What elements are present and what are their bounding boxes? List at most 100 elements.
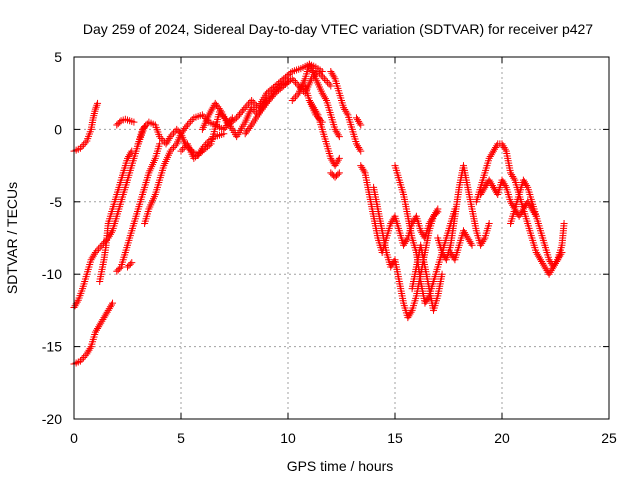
data-point — [335, 133, 343, 141]
data-point — [314, 67, 322, 75]
data-point — [465, 236, 473, 244]
x-tick-label: 20 — [494, 430, 510, 446]
y-tick-label: -20 — [42, 411, 62, 427]
data-point — [485, 176, 493, 184]
y-axis-label: SDTVAR / TECUs — [4, 182, 20, 294]
data-point — [233, 114, 241, 122]
data-point — [334, 156, 342, 164]
data-point — [76, 144, 84, 152]
data-point — [182, 123, 190, 131]
data-point — [319, 91, 327, 99]
data-point — [468, 241, 476, 249]
data-point — [244, 100, 252, 108]
data-point — [332, 127, 340, 135]
data-point — [198, 147, 206, 155]
data-point — [501, 145, 509, 153]
data-point — [264, 98, 272, 106]
data-point — [276, 85, 284, 93]
data-point — [224, 121, 232, 129]
data-point — [534, 252, 542, 260]
data-point — [489, 147, 497, 155]
x-tick-label: 25 — [601, 430, 617, 446]
data-point — [461, 229, 469, 237]
data-point — [92, 103, 100, 111]
data-point — [489, 183, 497, 191]
data-point — [248, 104, 256, 112]
data-point — [73, 298, 81, 306]
data-point — [281, 81, 289, 89]
data-point — [485, 220, 493, 228]
data-point — [173, 125, 181, 133]
data-point — [80, 353, 88, 361]
data-point — [327, 82, 335, 90]
data-point — [76, 357, 84, 365]
data-point — [464, 234, 472, 242]
data-point — [532, 248, 540, 256]
data-point — [81, 139, 89, 147]
data-point — [388, 218, 396, 226]
data-point — [216, 106, 224, 114]
x-tick-label: 15 — [387, 430, 403, 446]
data-point — [549, 263, 557, 271]
data-point — [499, 142, 507, 150]
y-tick-label: 0 — [54, 121, 62, 137]
data-point — [106, 303, 114, 311]
data-point — [263, 89, 271, 97]
data-point — [93, 101, 101, 109]
data-point — [479, 238, 487, 246]
data-point — [523, 182, 531, 190]
data-point — [478, 189, 486, 197]
data-point — [267, 94, 275, 102]
axis-ticks — [73, 56, 610, 420]
data-point — [358, 163, 366, 171]
data-point — [283, 72, 291, 80]
data-point — [463, 232, 471, 240]
data-point — [535, 254, 543, 262]
data-point — [114, 266, 122, 274]
data-point — [342, 107, 350, 115]
data-point — [389, 216, 397, 224]
data-point — [486, 178, 494, 186]
data-point — [357, 147, 365, 155]
data-point — [187, 117, 195, 125]
data-point — [320, 75, 328, 83]
data-point — [500, 180, 508, 188]
data-point — [315, 115, 323, 123]
data-point — [106, 230, 114, 238]
data-point — [84, 348, 92, 356]
data-point — [265, 96, 273, 104]
x-tick-label: 0 — [70, 430, 78, 446]
data-point — [287, 69, 295, 77]
data-point — [280, 75, 288, 83]
data-point — [164, 136, 172, 144]
data-point — [200, 146, 208, 154]
data-point — [487, 180, 495, 188]
data-point — [509, 172, 517, 180]
data-point — [333, 129, 341, 137]
data-point — [271, 89, 279, 97]
y-tick-label: 5 — [54, 49, 62, 65]
data-point — [190, 154, 198, 162]
data-point — [94, 99, 102, 107]
data-point — [485, 154, 493, 162]
data-point — [288, 75, 296, 83]
data-point — [477, 241, 485, 249]
data-point — [238, 107, 246, 115]
data-point — [174, 127, 182, 135]
data-point — [402, 238, 410, 246]
data-point — [410, 216, 418, 224]
data-point — [99, 315, 107, 323]
data-point — [479, 187, 487, 195]
data-point — [140, 124, 148, 132]
data-point — [78, 355, 86, 363]
data-point — [387, 220, 395, 228]
data-point — [116, 264, 124, 272]
data-point — [320, 93, 328, 101]
data-point — [388, 261, 396, 269]
data-point — [404, 314, 412, 322]
data-point — [273, 88, 281, 96]
data-point — [482, 182, 490, 190]
data-point — [331, 125, 339, 133]
data-point — [403, 236, 411, 244]
